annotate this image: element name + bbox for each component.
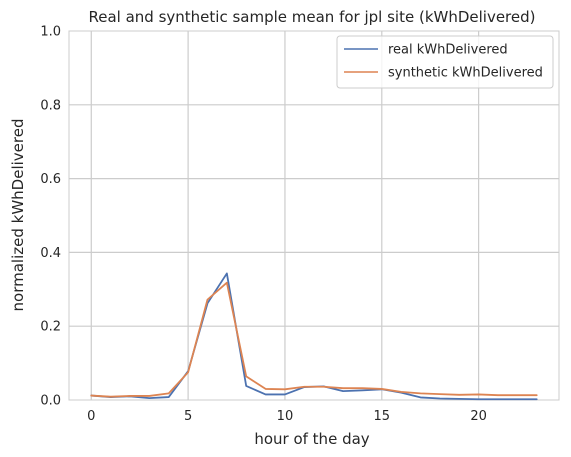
y-tick-label: 0.2 (40, 320, 61, 335)
y-tick-label: 1.0 (40, 25, 61, 40)
plot-area (68, 30, 560, 401)
series-group (90, 272, 538, 401)
y-axis-label: normalized kWhDelivered (9, 119, 27, 312)
x-tick-label: 0 (87, 409, 95, 424)
legend-label-synthetic: synthetic kWhDelivered (388, 66, 543, 81)
y-tick-label: 0.8 (40, 98, 61, 113)
x-tick-label: 5 (184, 409, 192, 424)
legend-label-real: real kWhDelivered (388, 43, 508, 58)
x-tick-label: 20 (470, 409, 487, 424)
x-axis-ticks: 0 5 10 15 20 (87, 409, 487, 424)
grid (69, 31, 559, 400)
x-axis-label: hour of the day (254, 430, 369, 448)
x-tick-label: 15 (374, 409, 391, 424)
y-axis-ticks: 0.0 0.2 0.4 0.6 0.8 1.0 (40, 25, 61, 409)
x-tick-label: 10 (277, 409, 294, 424)
chart-title: Real and synthetic sample mean for jpl s… (89, 8, 536, 26)
y-tick-label: 0.6 (40, 172, 61, 187)
synthetic-kwh-line (90, 281, 538, 398)
y-tick-label: 0.4 (40, 246, 61, 261)
legend-box (336, 35, 554, 89)
y-tick-label: 0.0 (40, 394, 61, 409)
legend: real kWhDelivered synthetic kWhDelivered (336, 35, 554, 89)
